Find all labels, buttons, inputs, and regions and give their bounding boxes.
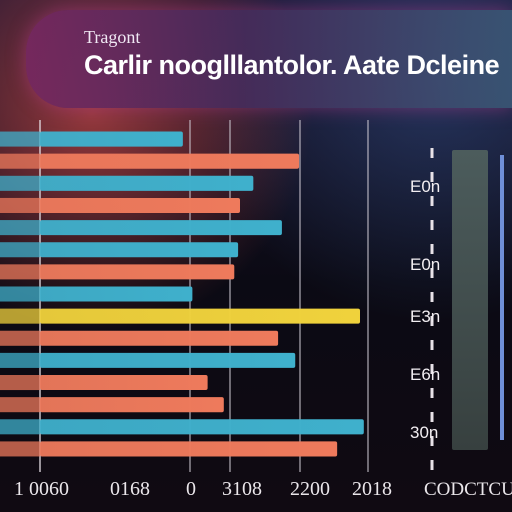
chart-subtitle: Tragont — [84, 27, 141, 47]
bar-stub-12 — [0, 397, 40, 413]
bar-0 — [40, 131, 183, 147]
bar-stub-3 — [0, 197, 40, 213]
bar-stub-14 — [0, 441, 40, 457]
x-tick-label-1: 0168 — [110, 478, 150, 500]
x-tick-label-3: 3108 — [222, 478, 262, 500]
bar-13 — [40, 419, 364, 435]
x-tick-label-2: 0 — [186, 478, 196, 500]
x-tick-label-6: CODCTCU — [424, 479, 512, 500]
bars — [0, 131, 364, 457]
bar-stub-6 — [0, 264, 40, 280]
x-tick-label-0: 1 0060 — [14, 478, 69, 500]
y-tick-label-2: E3n — [410, 307, 440, 326]
bar-stub-10 — [0, 352, 40, 368]
bar-11 — [40, 375, 208, 391]
bar-stub-5 — [0, 242, 40, 258]
bar-6 — [40, 264, 235, 280]
bar-3 — [40, 197, 240, 213]
bar-8 — [40, 308, 360, 324]
bar-9 — [40, 330, 279, 346]
y-tick-label-1: E0n — [410, 255, 440, 274]
bar-stub-9 — [0, 330, 40, 346]
bar-12 — [40, 397, 224, 413]
bar-5 — [40, 242, 239, 258]
bar-stub-11 — [0, 375, 40, 391]
x-tick-label-5: 2018 — [352, 478, 392, 500]
bar-1 — [40, 153, 300, 169]
bar-stub-13 — [0, 419, 40, 435]
bar-14 — [40, 441, 338, 457]
bar-stub-2 — [0, 175, 40, 191]
bar-10 — [40, 352, 296, 368]
y-tick-label-3: E6n — [410, 365, 440, 384]
bar-7 — [40, 286, 193, 302]
y-axis-tick-labels: E0n E0n E3n E6n 30n — [410, 177, 440, 442]
bar-stub-0 — [0, 131, 40, 147]
right-side-panel — [452, 150, 488, 450]
bar-stub-4 — [0, 220, 40, 236]
title-banner — [26, 10, 512, 108]
chart-title: Carlir nooglllantolor. Aate Dcleine — [84, 50, 500, 80]
bar-4 — [40, 220, 282, 236]
y-tick-label-4: 30n — [410, 423, 438, 442]
bar-stub-1 — [0, 153, 40, 169]
x-tick-label-4: 2200 — [290, 478, 330, 500]
bar-2 — [40, 175, 254, 191]
bar-stub-7 — [0, 286, 40, 302]
bar-stub-8 — [0, 308, 40, 324]
y-tick-label-0: E0n — [410, 177, 440, 196]
x-axis-tick-labels: 1 0060 0168 0 3108 2200 2018 CODCTCU — [14, 478, 512, 500]
right-edge-bar — [500, 155, 504, 440]
